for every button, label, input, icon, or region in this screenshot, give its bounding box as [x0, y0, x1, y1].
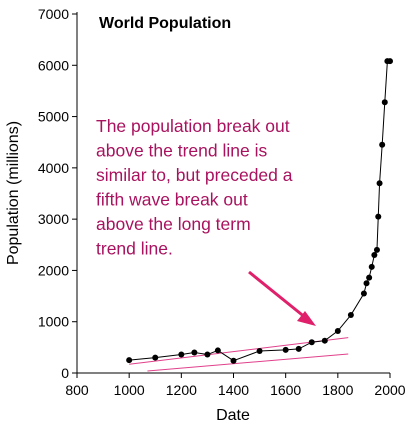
x-tick-label: 1600 — [270, 382, 301, 398]
y-tick-label: 4000 — [38, 160, 69, 176]
data-point — [282, 346, 289, 353]
annotation-line: trend line. — [96, 239, 173, 259]
data-point — [368, 263, 375, 270]
x-tick-label: 1200 — [166, 382, 197, 398]
y-tick-label: 1000 — [38, 314, 69, 330]
x-ticks: 800 1000 1200 1400 1600 1800 2000 — [65, 373, 406, 398]
trend-lines — [129, 337, 349, 372]
data-point — [375, 213, 382, 220]
y-axis-title: Population (millions) — [5, 121, 22, 265]
annotation-line: The population break out — [96, 116, 290, 136]
series-group — [126, 58, 393, 364]
data-point — [152, 354, 159, 361]
annotation-arrow-head — [297, 311, 316, 326]
x-axis-title: Date — [216, 407, 250, 424]
data-point — [321, 337, 328, 344]
y-tick-label: 0 — [61, 365, 69, 381]
x-tick-label: 1400 — [218, 382, 249, 398]
data-point — [360, 290, 367, 297]
data-point — [191, 349, 198, 356]
y-tick-label: 6000 — [38, 57, 69, 73]
y-tick-label: 2000 — [38, 262, 69, 278]
annotation-line: above the long term — [96, 214, 251, 234]
annotation-text: The population break out above the trend … — [96, 116, 293, 259]
data-point — [230, 357, 237, 364]
x-tick-label: 1800 — [322, 382, 353, 398]
annotation-line: above the trend line is — [96, 141, 267, 161]
data-point — [376, 180, 383, 187]
annotation-line: similar to, but preceded a — [96, 165, 293, 185]
data-point — [334, 327, 341, 334]
data-point — [366, 274, 373, 281]
data-point — [381, 99, 388, 106]
trend-line — [147, 353, 349, 372]
data-point — [379, 141, 386, 148]
annotation-arrow-shaft — [248, 270, 307, 320]
data-point — [178, 351, 185, 358]
y-tick-label: 3000 — [38, 211, 69, 227]
y-ticks: 0 1000 2000 3000 4000 5000 6000 7000 — [38, 6, 77, 381]
x-tick-label: 800 — [65, 382, 89, 398]
data-point — [373, 246, 380, 253]
data-point — [214, 347, 221, 354]
x-tick-label: 2000 — [374, 382, 405, 398]
y-tick-label: 7000 — [38, 6, 69, 22]
data-point — [363, 280, 370, 287]
data-point — [295, 345, 302, 352]
data-point — [256, 347, 263, 354]
data-point — [126, 357, 133, 364]
data-point — [371, 252, 378, 259]
y-tick-label: 5000 — [38, 109, 69, 125]
data-point — [308, 339, 315, 346]
data-point — [387, 58, 393, 65]
data-point — [204, 351, 211, 358]
annotation-line: fifth wave break out — [96, 190, 248, 210]
chart-title: World Population — [99, 15, 231, 32]
data-point — [347, 312, 354, 319]
x-tick-label: 1000 — [114, 382, 145, 398]
